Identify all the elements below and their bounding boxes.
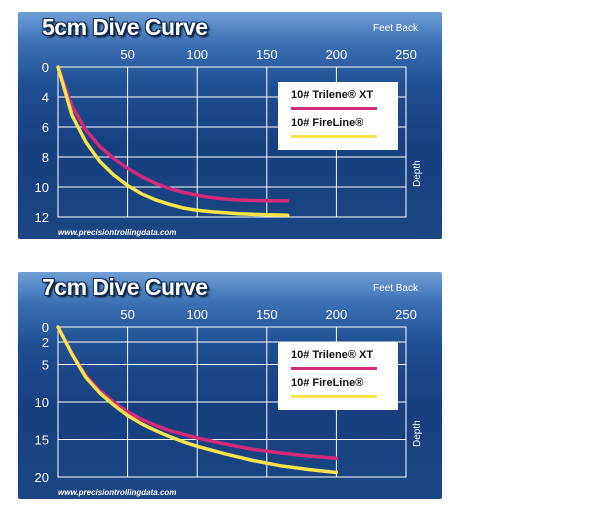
y-tick-label: 8	[42, 150, 49, 165]
y-tick-label: 0	[42, 60, 49, 75]
y-tick-label: 4	[42, 90, 49, 105]
source-credit: www.precisiontrollingdata.com	[58, 488, 177, 497]
legend: 10# Trilene® XT 10# FireLine®	[278, 342, 398, 410]
legend-swatch-fireline	[291, 135, 377, 138]
x-tick-label: 150	[256, 47, 278, 62]
chart-title: 5cm Dive Curve	[42, 14, 208, 40]
x-axis-label: Feet Back	[372, 23, 418, 34]
legend-label-trilene: 10# Trilene® XT	[291, 89, 374, 101]
y-tick-label: 12	[35, 210, 49, 225]
x-tick-label: 50	[120, 307, 134, 322]
series-line-trilene	[56, 65, 290, 203]
plot-frame	[57, 66, 407, 218]
legend-swatch-trilene	[291, 107, 377, 110]
y-tick-label: 15	[35, 433, 49, 448]
x-tick-label: 150	[256, 307, 278, 322]
chart-title: 7cm Dive Curve	[42, 274, 208, 300]
x-tick-label: 200	[326, 307, 348, 322]
x-tick-label: 200	[326, 47, 348, 62]
source-credit: www.precisiontrollingdata.com	[58, 228, 177, 237]
legend-label-fireline: 10# FireLine®	[291, 377, 364, 389]
y-tick-label: 6	[42, 120, 49, 135]
x-tick-label: 100	[186, 47, 208, 62]
y-tick-label: 10	[35, 180, 49, 195]
y-tick-label: 2	[42, 335, 49, 350]
x-tick-label: 250	[395, 47, 417, 62]
x-tick-label: 50	[120, 47, 134, 62]
plot-frame	[57, 326, 407, 478]
series-line-fireline	[56, 65, 290, 217]
legend: 10# Trilene® XT 10# FireLine®	[278, 82, 398, 150]
y-axis-label: Depth	[412, 160, 423, 187]
x-tick-label: 100	[186, 307, 208, 322]
x-tick-label: 250	[395, 307, 417, 322]
x-axis-label: Feet Back	[372, 283, 418, 294]
legend-label-fireline: 10# FireLine®	[291, 117, 364, 129]
y-tick-label: 20	[35, 470, 49, 485]
legend-swatch-fireline	[291, 395, 377, 398]
y-tick-label: 0	[42, 320, 49, 335]
dive-chart-7cm: 50 100 150 200 250 0 2 5 10 15 20 7cm Dive Curve F…	[18, 272, 442, 499]
y-tick-label: 5	[42, 358, 49, 373]
series-line-fireline	[56, 325, 339, 475]
y-axis-label: Depth	[412, 420, 423, 447]
legend-label-trilene: 10# Trilene® XT	[291, 349, 374, 361]
y-tick-label: 10	[35, 395, 49, 410]
dive-chart-5cm: 50 100 150 200 250 0 4 6 8 10 12 5cm Dive Curve Fe…	[18, 12, 442, 239]
legend-swatch-trilene	[291, 367, 377, 370]
chart-plot-area: 50 100 150 200 250 0 4 6 8 10 12	[35, 47, 417, 225]
